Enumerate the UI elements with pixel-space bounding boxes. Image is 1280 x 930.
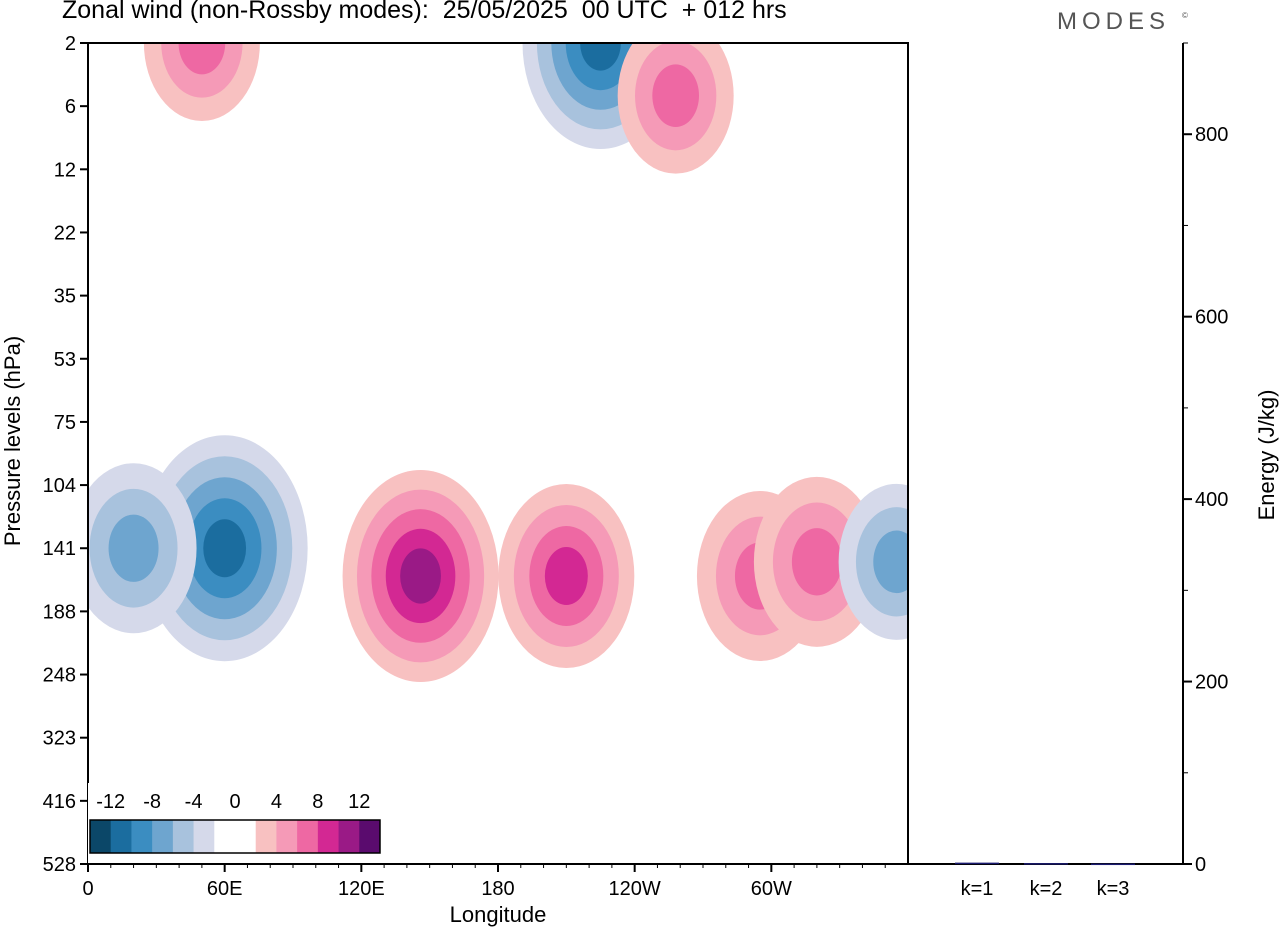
colorbar-swatch — [276, 820, 298, 853]
colorbar-label: -4 — [185, 791, 203, 813]
colorbar-swatch — [338, 820, 360, 853]
energy-tick-label: 800 — [1195, 124, 1228, 146]
wind-anomaly-blob — [141, 435, 308, 662]
y-tick-label: 323 — [43, 728, 76, 750]
x-tick-label: 120E — [338, 878, 385, 900]
x-tick-label: 60W — [751, 878, 792, 900]
y-axis-title: Pressure levels (hPa) — [0, 336, 25, 546]
energy-category-label: k=1 — [961, 878, 994, 900]
colorbar-swatch — [255, 820, 277, 853]
wind-anomaly-blob — [617, 43, 734, 174]
colorbar-swatch — [359, 820, 381, 853]
colorbar-frame — [89, 819, 381, 854]
y-tick-label: 528 — [43, 854, 76, 876]
wind-anomaly-blob — [498, 483, 635, 668]
energy-bar-chart: 0 200 400 600 800 Energy (J/kg) k=1 k=2 k=3 — [908, 42, 1279, 900]
colorbar-label: -12 — [96, 791, 125, 813]
colorbar-label: 8 — [312, 791, 323, 813]
colorbar-swatch — [152, 820, 174, 853]
energy-bar — [955, 862, 999, 865]
colorbar-swatch — [110, 820, 132, 853]
y-tick-label: 75 — [54, 412, 76, 434]
energy-bar — [1091, 863, 1135, 866]
contour-level-neg-10 — [203, 519, 247, 578]
energy-bar — [1024, 863, 1068, 865]
energy-axis-title: Energy (J/kg) — [1254, 390, 1279, 521]
brand-registered-mark: © — [1182, 11, 1188, 20]
x-tick-label: 180 — [481, 878, 514, 900]
x-tick-label: 0 — [82, 878, 93, 900]
brand-logo: MODES — [1057, 8, 1171, 35]
contour-level-neg-6 — [873, 530, 908, 594]
y-tick-label: 188 — [43, 601, 76, 623]
energy-tick-label: 200 — [1195, 672, 1228, 694]
wind-anomaly-blob — [88, 463, 197, 634]
y-tick-label: 2 — [65, 33, 76, 55]
y-tick-label: 416 — [43, 791, 76, 813]
y-tick-label: 6 — [65, 96, 76, 118]
colorbar-swatch — [90, 820, 112, 853]
chart-title: Zonal wind (non-Rossby modes): 25/05/202… — [62, 0, 787, 24]
y-tick-label: 22 — [54, 222, 76, 244]
wind-anomaly-blob — [143, 43, 260, 121]
contour-level-neg-6 — [108, 514, 159, 582]
y-tick-label: 141 — [43, 538, 76, 560]
colorbar-swatch — [214, 820, 236, 853]
contour-level-pos-6 — [791, 528, 842, 596]
y-tick-label: 104 — [43, 475, 76, 497]
colorbar-swatch — [235, 820, 257, 853]
x-tick-label: 120W — [609, 878, 661, 900]
colorbar-swatch — [172, 820, 195, 853]
contour-level-pos-6 — [652, 64, 700, 128]
contour-level-pos-6 — [178, 43, 226, 75]
colorbar-swatch — [131, 820, 153, 853]
x-tick-label: 60E — [207, 878, 243, 900]
energy-category-label: k=2 — [1030, 878, 1063, 900]
contour-level-neg-10 — [580, 43, 621, 71]
heatmap-plot — [88, 43, 908, 682]
colorbar: -12 -8 -4 0 4 8 12 — [88, 783, 386, 863]
energy-tick-label: 400 — [1195, 489, 1228, 511]
wind-anomaly-blob — [342, 469, 499, 682]
contour-level-pos-8 — [544, 546, 588, 605]
y-tick-label: 35 — [54, 286, 76, 308]
wind-anomaly-blob — [838, 483, 908, 640]
y-tick-label: 248 — [43, 665, 76, 687]
colorbar-label: -8 — [143, 791, 161, 813]
y-tick-label: 12 — [54, 159, 76, 181]
energy-category-label: k=3 — [1097, 878, 1130, 900]
colorbar-swatch — [297, 820, 319, 853]
y-tick-label: 53 — [54, 349, 76, 371]
contour-level-pos-10 — [400, 548, 441, 604]
energy-tick-label: 0 — [1195, 854, 1206, 876]
colorbar-swatch — [317, 820, 340, 853]
colorbar-label: 0 — [229, 791, 240, 813]
x-axis-title: Longitude — [450, 902, 547, 927]
colorbar-label: 12 — [348, 791, 370, 813]
colorbar-swatch — [193, 820, 215, 853]
colorbar-label: 4 — [271, 791, 282, 813]
energy-tick-label: 600 — [1195, 307, 1228, 329]
